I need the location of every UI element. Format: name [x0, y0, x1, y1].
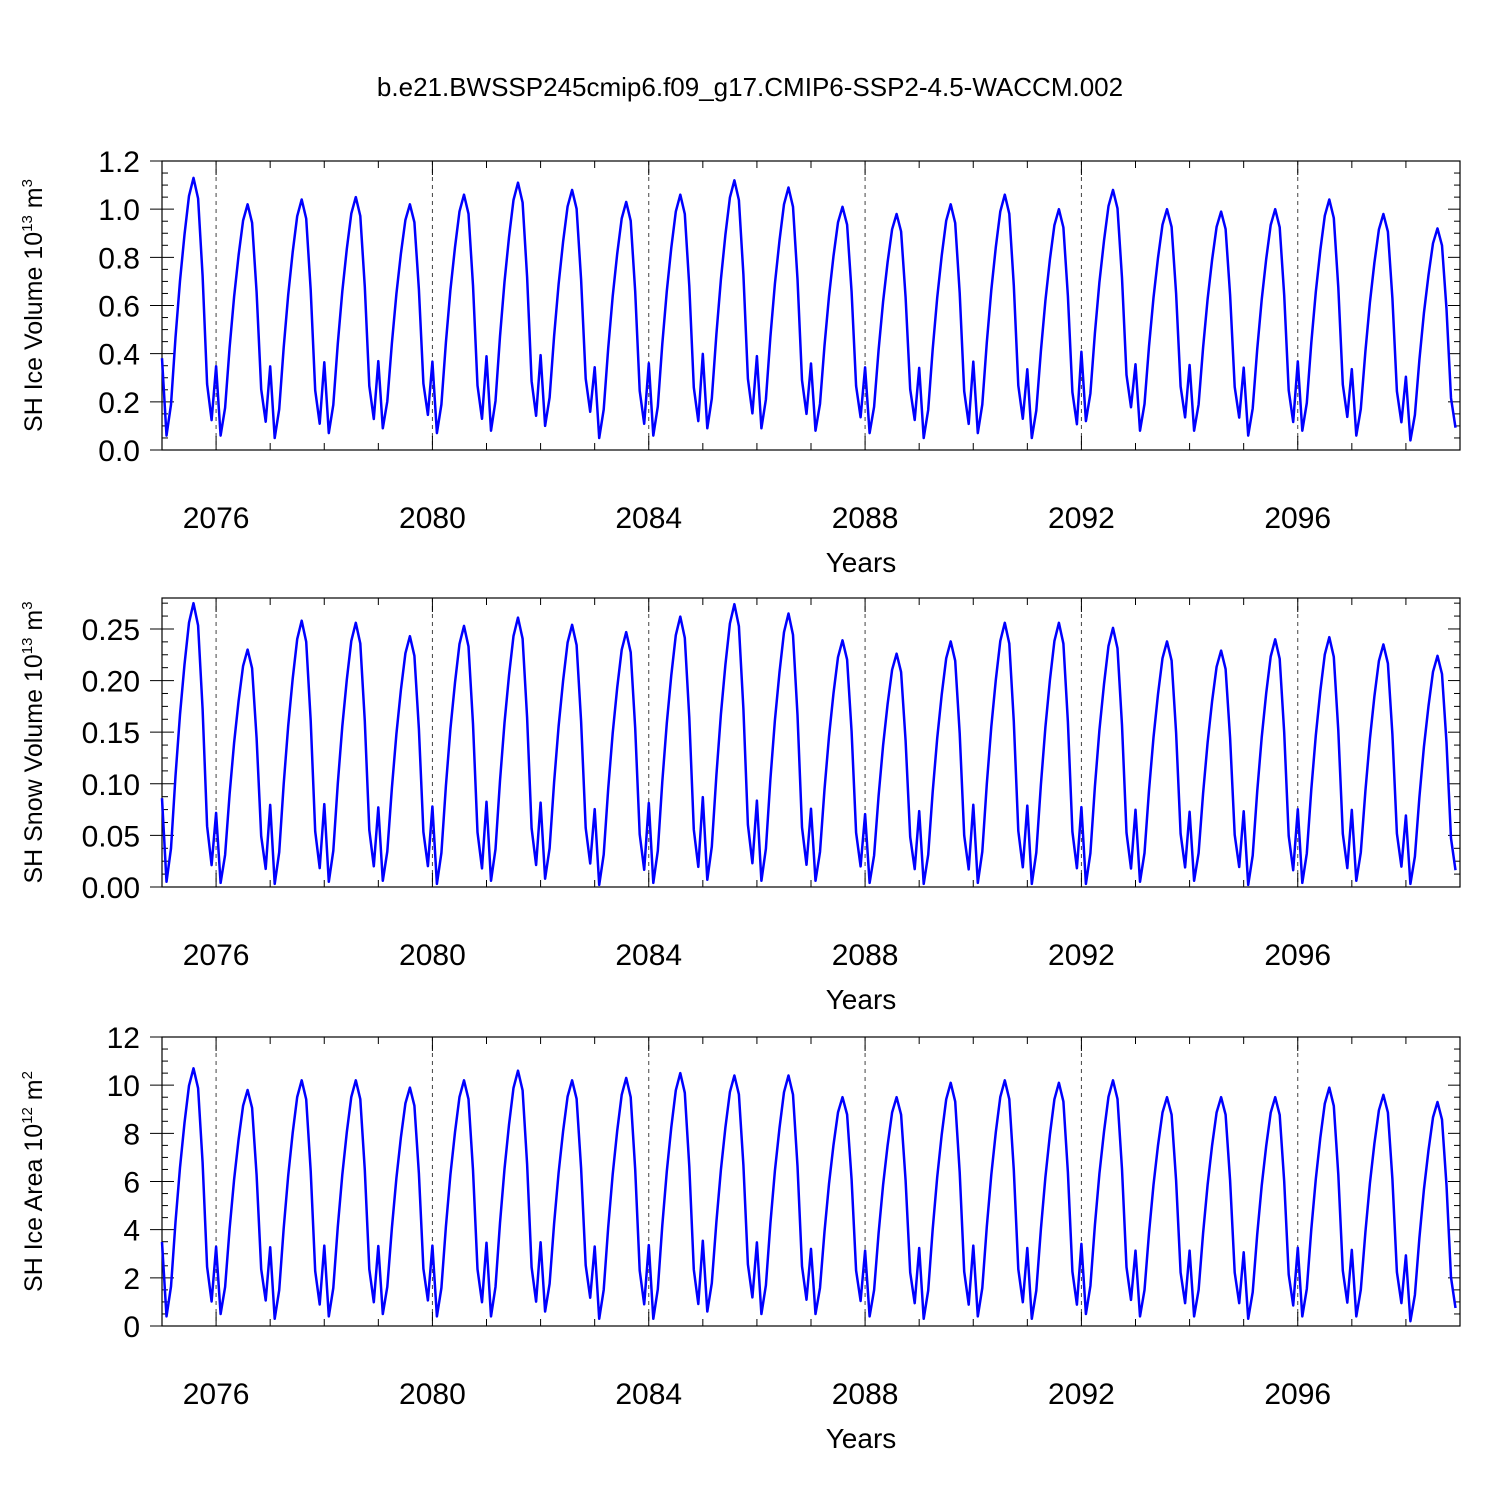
y-axis-label: SH Snow Volume 1013 m3: [19, 601, 48, 883]
series-line: [160, 601, 1457, 887]
y-tick-label: 0.25: [82, 614, 140, 647]
x-tick-label: 2084: [615, 939, 682, 972]
y-tick-label: 2: [123, 1263, 140, 1296]
x-tick-label: 2092: [1048, 502, 1115, 535]
x-tick-label: 2096: [1264, 502, 1331, 535]
y-axis-label: SH Ice Area 1012 m2: [19, 1071, 48, 1292]
series-line: [160, 176, 1457, 442]
x-tick-label: 2076: [183, 502, 250, 535]
y-tick-label: 1.2: [98, 146, 140, 179]
x-tick-label: 2096: [1264, 939, 1331, 972]
y-tick-label: 0.0: [98, 435, 140, 468]
y-tick-label: 0.00: [82, 872, 140, 905]
x-tick-label: 2076: [183, 1378, 250, 1411]
y-tick-label: 0.8: [98, 242, 140, 275]
x-tick-label: 2088: [832, 1378, 899, 1411]
x-tick-label: 2080: [399, 1378, 466, 1411]
y-tick-label: 0.20: [82, 666, 140, 699]
y-tick-label: 10: [107, 1070, 140, 1103]
x-tick-label: 2080: [399, 502, 466, 535]
y-tick-label: 6: [123, 1167, 140, 1200]
y-tick-label: 0.15: [82, 717, 140, 750]
y-tick-label: 1.0: [98, 194, 140, 227]
x-tick-label: 2084: [615, 1378, 682, 1411]
x-tick-label: 2088: [832, 939, 899, 972]
panel-2: 0.00 0.05 0.10 0.15 0.20 0.25 2076 2080 2084 2088…: [19, 597, 1461, 1015]
y-axis-label: SH Ice Volume 1013 m3: [19, 179, 48, 432]
panel-3: 0 2 4 6 8 10 12 2076 2080 2084 2088 2092 2096 Years SH…: [19, 1022, 1461, 1454]
x-tick-label: 2092: [1048, 939, 1115, 972]
series-line: [160, 1067, 1457, 1323]
y-tick-label: 0.6: [98, 291, 140, 324]
x-axis-label: Years: [826, 547, 897, 578]
y-tick-label: 4: [123, 1215, 140, 1248]
figure-title: b.e21.BWSSP245cmip6.f09_g17.CMIP6-SSP2-4…: [377, 72, 1123, 102]
x-tick-label: 2096: [1264, 1378, 1331, 1411]
y-tick-label: 0.10: [82, 769, 140, 802]
y-tick-label: 0.4: [98, 339, 140, 372]
x-axis-label: Years: [826, 1423, 897, 1454]
plot-frame: [161, 597, 1461, 888]
y-tick-label: 0.2: [98, 387, 140, 420]
x-tick-label: 2084: [615, 502, 682, 535]
x-tick-label: 2080: [399, 939, 466, 972]
y-tick-label: 0: [123, 1311, 140, 1344]
y-tick-label: 12: [107, 1022, 140, 1055]
x-tick-label: 2076: [183, 939, 250, 972]
panel-1: 0.0 0.2 0.4 0.6 0.8 1.0 1.2 2076 2080 2084 2088 209…: [19, 146, 1461, 578]
y-tick-label: 0.05: [82, 820, 140, 853]
y-tick-label: 8: [123, 1118, 140, 1151]
x-axis-label: Years: [826, 984, 897, 1015]
x-tick-label: 2092: [1048, 1378, 1115, 1411]
x-tick-label: 2088: [832, 502, 899, 535]
